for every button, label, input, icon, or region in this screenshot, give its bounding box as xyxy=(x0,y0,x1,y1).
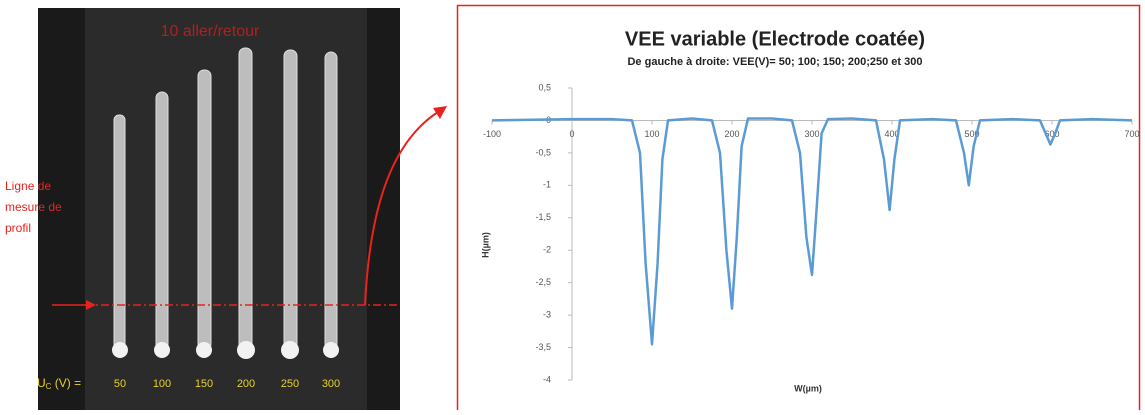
chart-frame xyxy=(456,4,1141,415)
voltage-value: 200 xyxy=(237,378,255,390)
photo: 10 aller/retour Ligne de mesure de profi… xyxy=(5,8,447,410)
x-tick-label: 400 xyxy=(884,129,899,139)
track xyxy=(197,69,212,351)
arrow-head xyxy=(86,300,96,310)
photo-sample xyxy=(85,8,367,410)
chart: VEE variable (Electrode coatée) De gauch… xyxy=(480,28,1139,393)
x-tick-label: 700 xyxy=(1124,129,1139,139)
arrow-head xyxy=(433,106,447,119)
voltage-symbol: U xyxy=(37,376,46,390)
y-tick-label: -1 xyxy=(543,180,551,190)
y-axis-label: H(µm) xyxy=(480,232,490,258)
voltage-value: 150 xyxy=(195,378,213,390)
x-axis-label: W(µm) xyxy=(794,383,822,393)
data-line xyxy=(491,117,1133,346)
voltage-value: 100 xyxy=(153,378,171,390)
track-end xyxy=(281,341,299,359)
x-tick-label: 600 xyxy=(1044,129,1059,139)
curved-arrow xyxy=(364,111,439,306)
x-tick-label: 0 xyxy=(569,129,574,139)
track-end xyxy=(196,342,212,358)
track xyxy=(113,114,126,351)
x-tick-label: 500 xyxy=(964,129,979,139)
y-tick-label: -3 xyxy=(543,309,551,319)
chart-title: VEE variable (Electrode coatée) xyxy=(625,28,925,50)
voltage-label: UC (V) = xyxy=(37,376,81,391)
y-tick-label: -2 xyxy=(543,245,551,255)
photo-title: 10 aller/retour xyxy=(161,23,260,40)
track-end xyxy=(154,342,170,358)
voltage-value: 50 xyxy=(114,378,126,390)
x-tick-label: 300 xyxy=(804,129,819,139)
y-tick-label: -3,5 xyxy=(535,342,551,352)
track-end xyxy=(237,341,255,359)
track-end xyxy=(112,342,128,358)
voltage-value: 250 xyxy=(281,378,299,390)
voltage-rest: (V) = xyxy=(51,376,81,390)
voltage-value: 300 xyxy=(322,378,340,390)
x-tick-label: -100 xyxy=(483,129,501,139)
y-tick-label: -2,5 xyxy=(535,277,551,287)
x-tick-label: 100 xyxy=(644,129,659,139)
voltage-subscript: C xyxy=(46,382,52,391)
y-tick-label: -0,5 xyxy=(535,147,551,157)
y-tick-label: -4 xyxy=(543,374,551,384)
y-tick-label: -1,5 xyxy=(535,212,551,222)
y-tick-label: 0,5 xyxy=(538,82,551,92)
x-tick-label: 200 xyxy=(724,129,739,139)
annotation: profil xyxy=(5,221,31,235)
track-end xyxy=(323,342,339,358)
annotation: Ligne de xyxy=(5,179,51,193)
chart-subtitle: De gauche à droite: VEE(V)= 50; 100; 150… xyxy=(627,56,922,68)
annotation: mesure de xyxy=(5,200,62,214)
track xyxy=(155,91,169,351)
